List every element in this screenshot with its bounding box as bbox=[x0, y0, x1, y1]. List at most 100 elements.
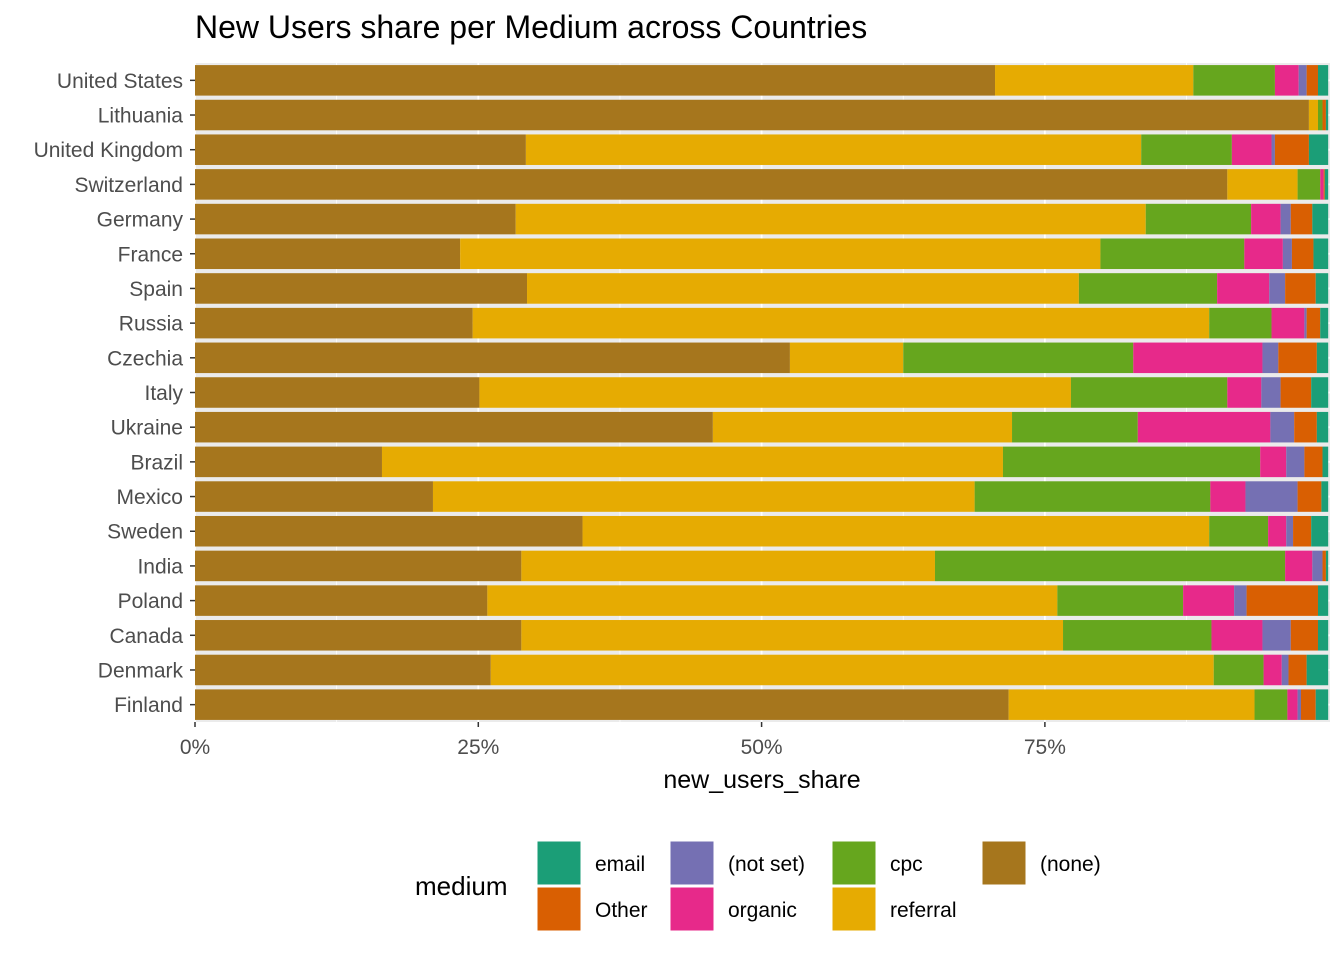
bar-segment bbox=[195, 169, 1228, 200]
bar-segment bbox=[1290, 620, 1318, 651]
y-tick-label: Russia bbox=[119, 313, 184, 336]
bar-segment bbox=[1262, 620, 1291, 651]
bar-segment bbox=[1280, 377, 1312, 408]
y-axis-tick-labels: United States Lithuania United Kingdom Swit… bbox=[34, 70, 195, 717]
legend-label: email bbox=[595, 853, 645, 876]
bar-segment bbox=[1321, 481, 1329, 512]
bar-segment bbox=[195, 377, 480, 408]
bar-segment bbox=[1311, 515, 1329, 547]
bar-segment bbox=[712, 411, 1013, 443]
bar-segment bbox=[195, 342, 790, 374]
bar-segment bbox=[1254, 689, 1288, 720]
bar-segment bbox=[1317, 65, 1329, 96]
bar-segment bbox=[1002, 446, 1261, 478]
bar-segment bbox=[1308, 99, 1318, 131]
bar-segment bbox=[479, 377, 1071, 408]
bar-segment bbox=[1297, 169, 1321, 200]
bar-segment bbox=[1316, 342, 1329, 374]
bar-segment bbox=[1246, 585, 1318, 616]
bar-segment bbox=[789, 342, 904, 374]
bar-segment bbox=[1261, 377, 1281, 408]
bar-segment bbox=[1315, 689, 1329, 720]
bar-segment bbox=[1145, 203, 1252, 235]
bar-segment bbox=[472, 307, 1210, 339]
y-tick-label: Brazil bbox=[130, 451, 183, 474]
y-tick-label: Mexico bbox=[116, 486, 183, 509]
bar-segment bbox=[1316, 411, 1329, 443]
bar-segment bbox=[1297, 689, 1301, 720]
y-tick-label: Switzerland bbox=[74, 174, 183, 197]
bar-segment bbox=[1286, 515, 1294, 547]
legend-key bbox=[831, 840, 877, 886]
y-tick-label: United Kingdom bbox=[34, 139, 183, 162]
y-tick-label: Canada bbox=[109, 625, 183, 648]
bar-segment bbox=[1271, 134, 1275, 165]
bar-segment bbox=[1209, 515, 1269, 547]
legend-key bbox=[831, 886, 877, 932]
y-tick-label: Sweden bbox=[107, 521, 183, 544]
bar-segment bbox=[1306, 65, 1318, 96]
bar-segment bbox=[1311, 377, 1329, 408]
bar-segment bbox=[1315, 273, 1329, 304]
bar-segment bbox=[521, 550, 935, 582]
bar-segment bbox=[1294, 411, 1317, 443]
legend: medium email Other (not set) organic cpc refe… bbox=[415, 840, 1101, 932]
bar-segment bbox=[1063, 620, 1212, 651]
legend-key bbox=[536, 840, 582, 886]
bar-segment bbox=[195, 411, 713, 443]
y-tick-label: France bbox=[118, 243, 183, 266]
bar-segment bbox=[1245, 481, 1298, 512]
bar-segment bbox=[1285, 550, 1313, 582]
legend-label: referral bbox=[890, 899, 957, 922]
y-tick-label: Lithuania bbox=[98, 105, 184, 128]
bar-segment bbox=[1298, 65, 1307, 96]
bar-segment bbox=[1317, 99, 1323, 131]
bar-segment bbox=[1227, 377, 1262, 408]
bar-segment bbox=[1260, 446, 1287, 478]
x-tick-label: 75% bbox=[1024, 736, 1066, 759]
bar-segment bbox=[1291, 238, 1314, 270]
bar-segment bbox=[195, 620, 522, 651]
x-tick-label: 50% bbox=[741, 736, 783, 759]
bar-segment bbox=[974, 481, 1211, 512]
bar-segment bbox=[1281, 654, 1289, 686]
bar-segment bbox=[1280, 203, 1291, 235]
bar-segment bbox=[1317, 620, 1329, 651]
legend-label: organic bbox=[728, 899, 797, 922]
bar-segment bbox=[195, 238, 461, 270]
bar-segment bbox=[1008, 689, 1255, 720]
bar-segment bbox=[487, 585, 1058, 616]
bar-segment bbox=[195, 481, 433, 512]
bar-segment bbox=[432, 481, 975, 512]
bar-segment bbox=[1278, 342, 1317, 374]
bar-segment bbox=[1317, 585, 1329, 616]
bar-segment bbox=[1324, 169, 1329, 200]
bar-segment bbox=[195, 585, 488, 616]
bar-segment bbox=[1057, 585, 1184, 616]
bar-segment bbox=[195, 134, 526, 165]
bar-segment bbox=[1304, 307, 1307, 339]
bar-segment bbox=[1268, 515, 1287, 547]
bar-segment bbox=[195, 654, 491, 686]
bar-segment bbox=[1320, 169, 1324, 200]
bar-segment bbox=[1308, 134, 1329, 165]
y-tick-label: Poland bbox=[118, 590, 183, 613]
y-tick-label: Czechia bbox=[107, 347, 183, 370]
bar-segment bbox=[1300, 689, 1316, 720]
bar-segment bbox=[1193, 65, 1275, 96]
bar-segment bbox=[1313, 238, 1329, 270]
legend-key bbox=[669, 886, 715, 932]
bar-segment bbox=[195, 307, 473, 339]
bar-segment bbox=[1012, 411, 1138, 443]
y-tick-label: Germany bbox=[97, 209, 184, 232]
bar-segment bbox=[1322, 446, 1329, 478]
bar-segment bbox=[1141, 134, 1232, 165]
bar-segment bbox=[195, 99, 1309, 131]
y-tick-label: India bbox=[137, 555, 183, 578]
bar-segment bbox=[1209, 307, 1272, 339]
y-tick-label: Ukraine bbox=[111, 417, 183, 440]
bar-segment bbox=[1322, 99, 1326, 131]
x-axis-label: new_users_share bbox=[663, 766, 860, 794]
bar-segment bbox=[1210, 481, 1246, 512]
bar-segment bbox=[1100, 238, 1245, 270]
